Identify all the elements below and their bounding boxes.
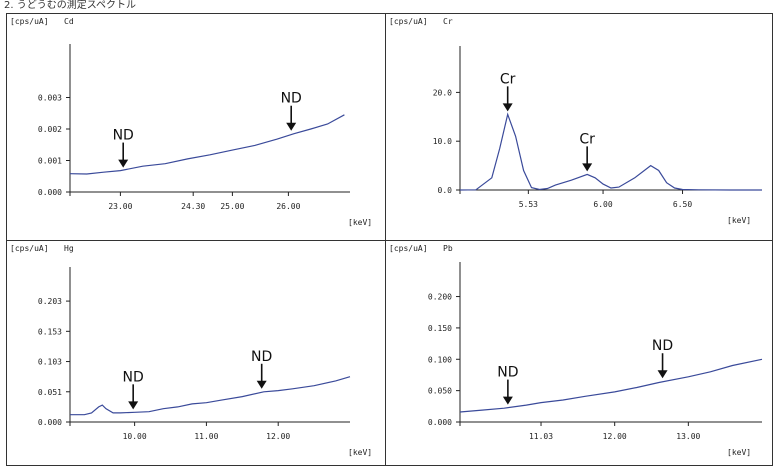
unit-label: [cps/uA] xyxy=(10,244,49,253)
x-unit-label: [keV] xyxy=(727,448,751,457)
x-tick-label: 11.03 xyxy=(529,432,553,441)
annotation-label: ND xyxy=(113,128,134,144)
element-label: Hg xyxy=(64,244,74,253)
annotation-label: ND xyxy=(251,349,272,365)
spectrum-line xyxy=(70,377,350,415)
y-tick-label: 0.003 xyxy=(38,94,62,103)
element-label: Cr xyxy=(443,17,453,26)
y-tick-label: 0.000 xyxy=(428,418,452,427)
x-tick-label: 11.00 xyxy=(194,432,218,441)
annotation-label: ND xyxy=(497,365,518,381)
panel-cd: [cps/uA] Cd 0.000 0.001 0.002 0.003 23.00 24.30… xyxy=(10,17,372,227)
annotation-arrow-head xyxy=(503,397,513,405)
element-label: Cd xyxy=(64,17,74,26)
annotation-label: Cr xyxy=(500,71,516,87)
unit-label: [cps/uA] xyxy=(389,244,428,253)
y-tick-label: 0.150 xyxy=(428,324,452,333)
spectrum-line xyxy=(70,115,344,174)
panel-cr: [cps/uA] Cr 0.0 10.0 20.0 5.53 6.00 6.50 [keV] Cr… xyxy=(389,17,762,225)
x-tick-label: 24.30 xyxy=(181,202,205,211)
unit-label: [cps/uA] xyxy=(10,17,49,26)
x-tick-label: 10.00 xyxy=(123,432,147,441)
y-tick-label: 0.0 xyxy=(438,186,453,195)
annotation-arrow-head xyxy=(582,163,592,171)
x-tick-label: 12.00 xyxy=(603,432,627,441)
panel-hg: [cps/uA] Hg 0.000 0.051 0.103 0.153 0.203 10.00… xyxy=(10,244,372,457)
x-tick-label: 12.00 xyxy=(266,432,290,441)
spectrum-line xyxy=(460,114,762,190)
annotation-arrow-head xyxy=(118,160,128,168)
annotation-label: ND xyxy=(652,338,673,354)
panel-pb: [cps/uA] Pb 0.000 0.050 0.100 0.150 0.200 11.03… xyxy=(389,244,762,457)
figure-border xyxy=(7,14,773,466)
x-tick-label: 6.50 xyxy=(673,200,692,209)
annotation-arrow-head xyxy=(503,103,513,111)
y-tick-label: 0.153 xyxy=(38,327,62,336)
y-tick-label: 0.051 xyxy=(38,388,62,397)
y-tick-label: 0.100 xyxy=(428,355,452,364)
annotation-arrow-head xyxy=(257,381,267,389)
annotation-label: Cr xyxy=(579,131,595,147)
x-tick-label: 13.00 xyxy=(676,432,700,441)
x-tick-label: 6.00 xyxy=(593,200,612,209)
x-tick-label: 23.00 xyxy=(108,202,132,211)
x-tick-label: 26.00 xyxy=(276,202,300,211)
y-tick-label: 0.203 xyxy=(38,297,62,306)
y-tick-label: 0.001 xyxy=(38,157,62,166)
annotation-arrow-head xyxy=(128,401,138,409)
unit-label: [cps/uA] xyxy=(389,17,428,26)
element-label: Pb xyxy=(443,244,453,253)
y-tick-label: 0.103 xyxy=(38,358,62,367)
y-tick-label: 10.0 xyxy=(433,137,452,146)
annotation-label: ND xyxy=(281,91,302,107)
y-tick-label: 0.002 xyxy=(38,125,62,134)
x-unit-label: [keV] xyxy=(727,216,751,225)
x-unit-label: [keV] xyxy=(348,218,372,227)
x-tick-label: 5.53 xyxy=(519,200,538,209)
y-tick-label: 0.000 xyxy=(38,188,62,197)
annotation-arrow-head xyxy=(658,370,668,378)
y-tick-label: 0.050 xyxy=(428,387,452,396)
y-tick-label: 20.0 xyxy=(433,88,452,97)
annotation-arrow-head xyxy=(286,123,296,131)
y-tick-label: 0.000 xyxy=(38,418,62,427)
x-unit-label: [keV] xyxy=(348,448,372,457)
x-tick-label: 25.00 xyxy=(220,202,244,211)
annotation-label: ND xyxy=(123,369,144,385)
y-tick-label: 0.200 xyxy=(428,293,452,302)
